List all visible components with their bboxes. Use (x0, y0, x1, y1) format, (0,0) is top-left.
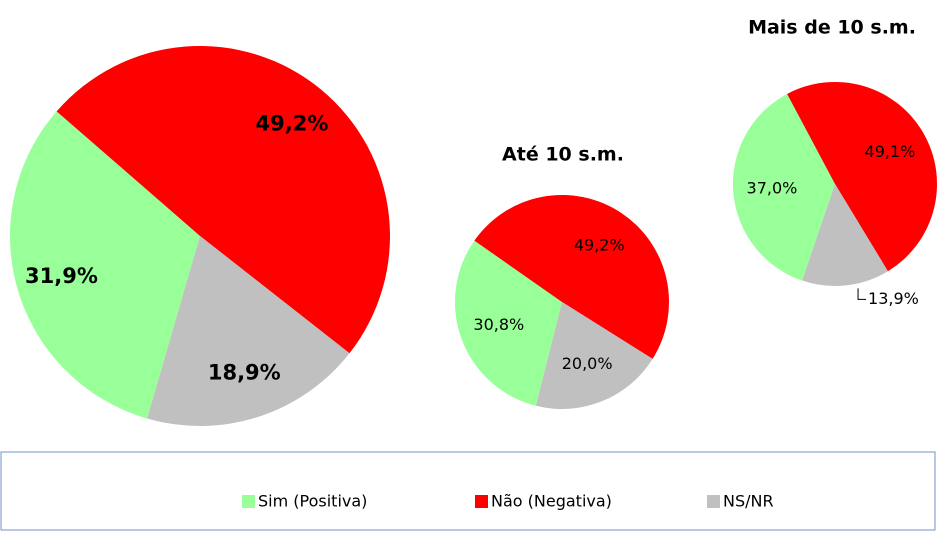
pie-slice (474, 194, 670, 359)
data-label: 20,0% (562, 354, 613, 373)
legend-swatch (475, 495, 488, 508)
data-label: 49,2% (256, 112, 329, 136)
pie-slice (733, 93, 835, 281)
data-label: 49,2% (574, 235, 625, 254)
pie-slice (56, 46, 391, 354)
pie-slice (454, 240, 562, 406)
pie-slice (802, 184, 888, 286)
pie-slice (9, 111, 200, 419)
pie-slice (787, 82, 937, 272)
legend-swatch (707, 495, 720, 508)
data-label: 49,1% (865, 142, 916, 161)
data-label: 31,9% (25, 264, 98, 288)
data-label: 13,9% (868, 289, 919, 308)
pie-slice (147, 236, 350, 426)
data-label: 37,0% (747, 179, 798, 198)
data-label: 30,8% (473, 315, 524, 334)
chart-title: Mais de 10 s.m. (748, 17, 916, 39)
legend-label: Não (Negativa) (491, 492, 612, 511)
legend-box (0, 451, 936, 531)
data-label: 18,9% (208, 360, 281, 384)
pie-slice (535, 302, 653, 410)
legend-label: Sim (Positiva) (258, 492, 367, 511)
legend-label: NS/NR (723, 492, 774, 511)
legend-swatch (242, 495, 255, 508)
leader-line (857, 288, 867, 300)
chart-title: Até 10 s.m. (502, 144, 624, 166)
